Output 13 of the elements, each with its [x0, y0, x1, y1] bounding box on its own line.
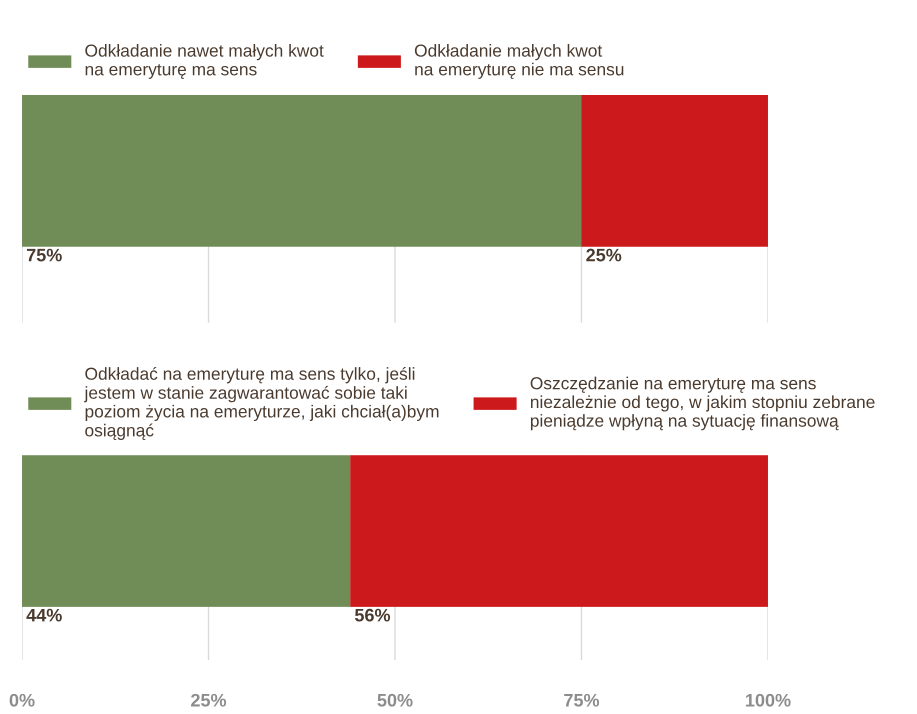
- data-label: 25%: [586, 248, 622, 262]
- x-tick-label: 100%: [746, 694, 791, 707]
- legend-label: Odkładanie nawet małych kwot na emeryturę ma sens: [85, 44, 324, 79]
- x-tick-label: 75%: [564, 694, 600, 707]
- data-label: 75%: [26, 248, 62, 262]
- legend-label: Odkładanie małych kwot na emeryturę nie ma sensu: [414, 44, 624, 79]
- data-label: 56%: [354, 608, 390, 622]
- data-label: 44%: [26, 608, 62, 622]
- x-tick-label: 50%: [377, 694, 413, 707]
- legend-label: Odkładać na emeryturę ma sens tylko, jeśli jestem w stanie zagwarantować sobie taki poziom życia na emeryturze, jaki chciał(a)bym osiągnąć: [84, 366, 438, 440]
- x-tick-label: 25%: [191, 694, 226, 707]
- legend-label: Oszczędzanie na emeryturę ma sens niezależnie od tego, w jakim stopniu zebrane pieniądze wpłyną na sytuację finansową: [530, 376, 875, 430]
- x-tick-label: 0%: [10, 694, 35, 707]
